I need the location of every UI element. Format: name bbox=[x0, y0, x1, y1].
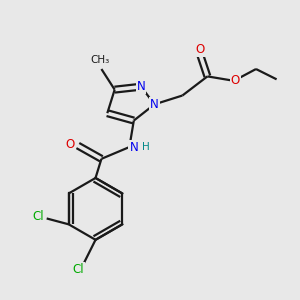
Text: H: H bbox=[142, 142, 149, 152]
Text: O: O bbox=[231, 74, 240, 87]
Text: N: N bbox=[129, 141, 138, 154]
Text: N: N bbox=[150, 98, 159, 111]
Text: N: N bbox=[137, 80, 146, 93]
Text: CH₃: CH₃ bbox=[90, 55, 110, 65]
Text: O: O bbox=[195, 44, 205, 56]
Text: Cl: Cl bbox=[32, 211, 44, 224]
Text: Cl: Cl bbox=[72, 263, 84, 276]
Text: O: O bbox=[66, 138, 75, 151]
